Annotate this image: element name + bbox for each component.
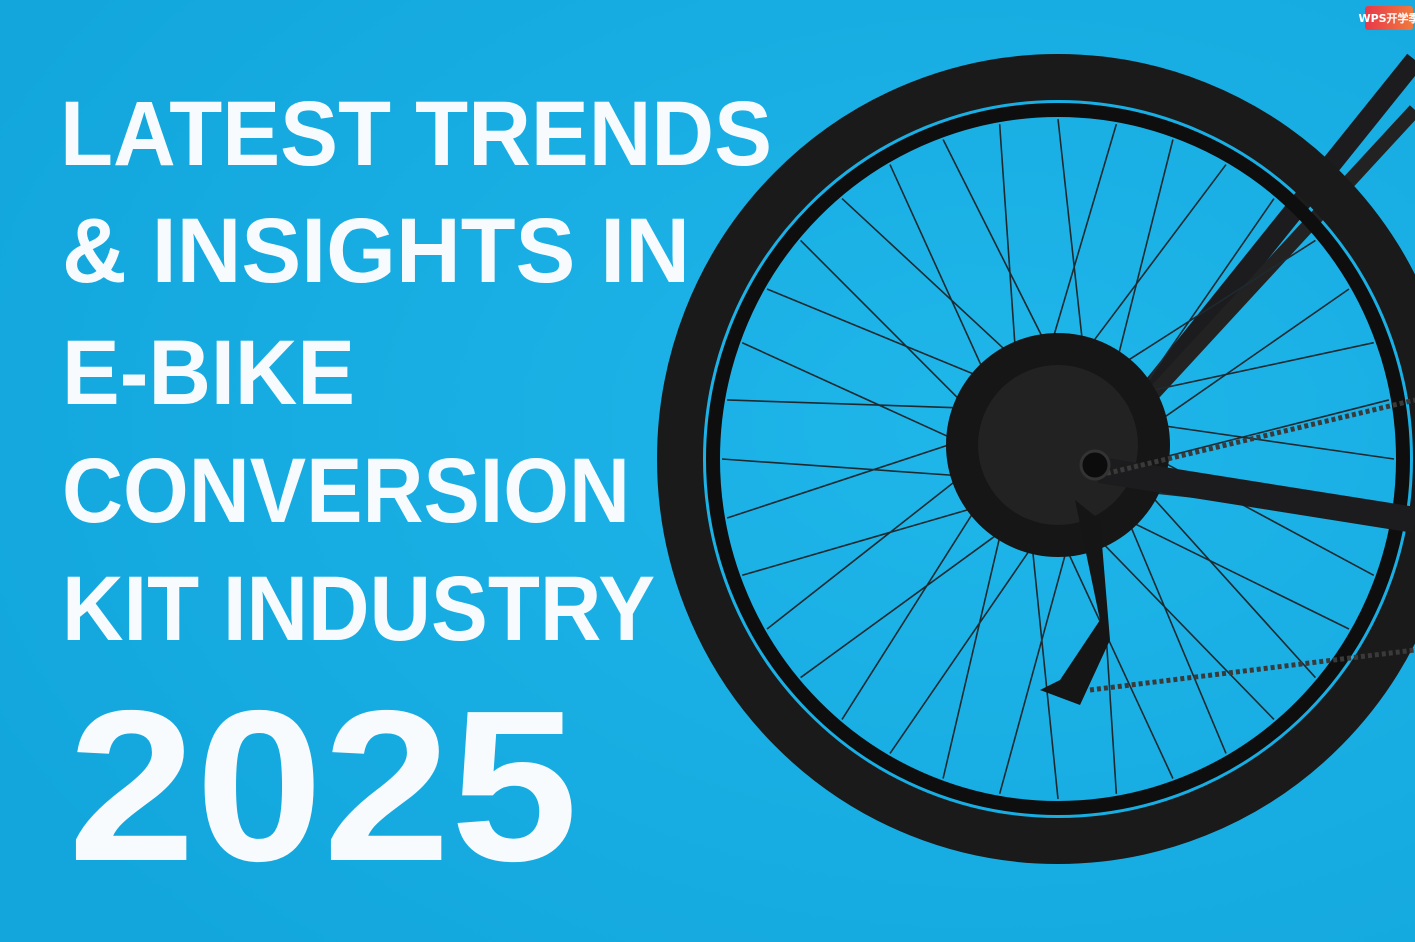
spoke — [841, 197, 1020, 364]
spoke — [942, 526, 1003, 779]
spoke — [1152, 399, 1390, 461]
badge-background — [1365, 6, 1413, 30]
spoke — [1113, 139, 1174, 374]
spoke — [942, 139, 1053, 356]
headline-line: LATEST TRENDS — [60, 83, 772, 185]
spoke — [841, 502, 980, 720]
spoke — [766, 288, 993, 383]
spoke — [1096, 536, 1275, 721]
spoke — [1047, 123, 1118, 356]
spoke — [1134, 341, 1374, 395]
spoke — [1080, 164, 1227, 359]
headline-line: & INSIGHTS IN — [62, 200, 690, 302]
spoke — [1123, 517, 1350, 630]
spoke — [727, 399, 973, 410]
spoke — [1136, 198, 1275, 398]
spoke — [1110, 239, 1316, 372]
spoke — [1057, 118, 1086, 359]
spoke — [998, 124, 1018, 365]
spoke — [1063, 544, 1174, 779]
spoke — [998, 544, 1069, 795]
tire — [657, 54, 1415, 864]
spoke — [889, 541, 1036, 754]
spoke — [1030, 541, 1059, 800]
derailleur — [1040, 500, 1110, 705]
headline-line: KIT INDUSTRY — [62, 558, 655, 660]
seat-stay — [1114, 105, 1415, 435]
headline-line: E-BIKE — [62, 322, 355, 424]
chain-stay — [1097, 457, 1415, 533]
rim — [706, 103, 1410, 815]
headline: LATEST TRENDS & INSIGHTS IN E-BIKE CONVE… — [60, 83, 772, 906]
chain — [1099, 397, 1415, 478]
spoke — [889, 164, 991, 385]
axle-nut — [1079, 449, 1111, 481]
spoke — [1144, 488, 1316, 679]
bike-wheel — [657, 53, 1415, 864]
spoke — [721, 458, 967, 478]
spoke — [1125, 515, 1227, 754]
headline-year: 2025 — [68, 665, 578, 906]
spoke — [726, 439, 964, 519]
badge: WPS开学季 — [1358, 11, 1415, 25]
spoke — [766, 472, 967, 630]
spoke — [741, 341, 964, 445]
spoke — [800, 528, 1006, 679]
spokes — [721, 118, 1395, 800]
spoke — [742, 505, 982, 577]
headline-line: CONVERSION — [62, 440, 630, 542]
spoke — [800, 239, 972, 412]
chain — [1089, 647, 1415, 693]
spoke — [1149, 422, 1395, 460]
hub-cap — [978, 365, 1138, 525]
spoke — [1149, 288, 1350, 428]
